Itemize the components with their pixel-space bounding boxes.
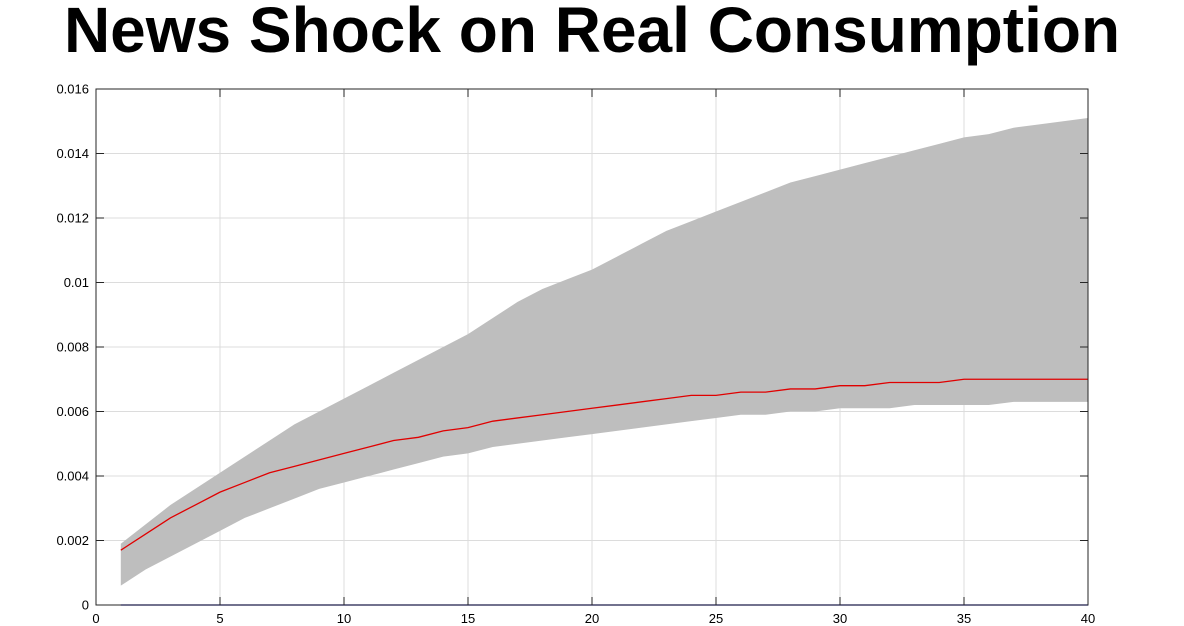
x-tick-label-8: 40 xyxy=(1081,611,1095,626)
y-tick-label-4: 0.008 xyxy=(56,340,89,355)
y-tick-label-7: 0.014 xyxy=(56,146,89,161)
y-tick-label-0: 0 xyxy=(82,598,89,613)
x-tick-label-5: 25 xyxy=(709,611,723,626)
y-tick-label-5: 0.01 xyxy=(64,275,89,290)
tick-marks xyxy=(95,88,1089,606)
x-tick-label-0: 0 xyxy=(92,611,99,626)
x-tick-label-1: 5 xyxy=(216,611,223,626)
x-tick-label-2: 10 xyxy=(337,611,351,626)
x-tick-label-3: 15 xyxy=(461,611,475,626)
y-tick-label-2: 0.004 xyxy=(56,469,89,484)
x-tick-label-4: 20 xyxy=(585,611,599,626)
y-tick-label-3: 0.006 xyxy=(56,404,89,419)
y-tick-label-1: 0.002 xyxy=(56,533,89,548)
x-tick-label-7: 35 xyxy=(957,611,971,626)
series-line-0 xyxy=(120,378,1088,551)
y-tick-labels: 0 0.002 0.004 0.006 0.008 0.01 0.012 0.014 0.016 xyxy=(56,82,89,613)
x-tick-labels: 0 5 10 15 20 25 30 35 40 xyxy=(92,611,1095,626)
x-tick-label-6: 30 xyxy=(833,611,847,626)
chart-title: News Shock on Real Consumption xyxy=(63,0,1121,66)
confidence-band xyxy=(120,118,1089,586)
y-tick-label-8: 0.016 xyxy=(56,82,89,97)
y-tick-label-6: 0.012 xyxy=(56,211,89,226)
